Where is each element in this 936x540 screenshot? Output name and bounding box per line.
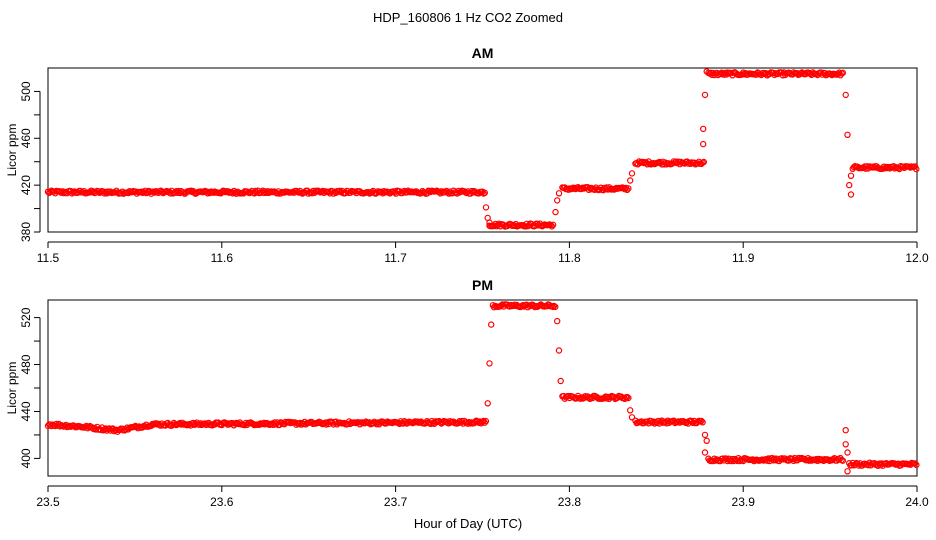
transition-point xyxy=(844,468,851,475)
transition-point xyxy=(842,427,849,434)
transition-point xyxy=(847,172,855,179)
data-point xyxy=(624,393,631,401)
data-point xyxy=(913,461,920,469)
transition-point xyxy=(557,377,564,385)
plot-frame xyxy=(47,299,918,477)
y-axis-label: Licor ppm xyxy=(5,362,19,415)
data-point xyxy=(913,165,920,173)
data-point xyxy=(549,221,557,228)
x-tick-label: 12.0 xyxy=(905,251,929,265)
am-panel: AM Licor ppm 11.5 11.6 11.7 11.8 11.9 12.0 380 42… xyxy=(5,45,929,265)
transition-point xyxy=(703,437,710,444)
x-tick-label: 23.5 xyxy=(36,495,60,509)
transition-point xyxy=(842,91,849,99)
x-tick-label: 11.8 xyxy=(558,251,581,265)
y-tick-label: 420 xyxy=(19,175,33,195)
x-tick-label: 23.6 xyxy=(210,495,234,509)
transition-point xyxy=(842,441,849,448)
transition-point xyxy=(701,431,709,439)
y-tick-label: 380 xyxy=(19,222,33,242)
transition-point xyxy=(844,449,851,456)
transition-point xyxy=(627,407,634,414)
panel-title: AM xyxy=(472,45,494,61)
y-axis-label: Licor ppm xyxy=(5,124,19,177)
data-points xyxy=(44,68,920,230)
transition-point xyxy=(628,170,636,177)
transition-point xyxy=(554,197,561,204)
x-tick-label: 11.9 xyxy=(732,251,755,265)
x-tick-label: 23.8 xyxy=(558,495,582,509)
data-point xyxy=(699,419,706,426)
data-point xyxy=(550,302,558,310)
transition-point xyxy=(844,131,851,138)
transition-point xyxy=(554,317,561,325)
data-point xyxy=(549,303,557,311)
x-tick-label: 11.7 xyxy=(384,251,407,265)
data-points xyxy=(44,301,920,475)
x-tick-label: 23.7 xyxy=(384,495,408,509)
panel-title: PM xyxy=(472,277,493,293)
y-tick-label: 400 xyxy=(19,448,33,468)
transition-point xyxy=(703,68,710,75)
transition-point xyxy=(486,360,493,367)
transition-point xyxy=(701,449,709,456)
transition-point xyxy=(628,414,636,421)
transition-point xyxy=(486,219,493,226)
data-point xyxy=(547,221,554,229)
data-point xyxy=(912,460,919,467)
data-point xyxy=(700,158,708,166)
x-tick-label: 11.5 xyxy=(37,251,60,265)
data-point xyxy=(577,395,584,402)
y-tick-label: 460 xyxy=(19,128,33,148)
y-tick-label: 480 xyxy=(19,354,33,374)
data-point xyxy=(625,394,632,402)
transition-point xyxy=(484,400,491,407)
data-point xyxy=(639,158,646,166)
data-point xyxy=(698,417,705,425)
x-tick-label: 11.6 xyxy=(211,251,234,265)
transition-point xyxy=(482,204,490,211)
transition-point xyxy=(700,125,707,133)
transition-point xyxy=(847,191,855,198)
transition-point xyxy=(488,321,495,328)
y-tick-label: 520 xyxy=(19,307,33,327)
transition-point xyxy=(846,181,853,189)
data-point xyxy=(582,393,589,400)
data-point xyxy=(624,186,631,194)
transition-point xyxy=(552,208,559,216)
transition-point xyxy=(555,190,563,197)
transition-point xyxy=(627,177,634,184)
data-point xyxy=(839,457,847,464)
x-tick-label: 24.0 xyxy=(905,495,929,509)
data-point xyxy=(839,69,847,77)
transition-point xyxy=(555,347,563,354)
figure-title: HDP_160806 1 Hz CO2 Zoomed xyxy=(373,10,563,25)
plot-frame xyxy=(47,67,918,233)
y-tick-label: 440 xyxy=(19,401,33,421)
x-tick-label: 23.9 xyxy=(732,495,756,509)
data-point xyxy=(625,185,632,192)
data-point xyxy=(481,189,488,196)
transition-point xyxy=(701,91,709,99)
pm-panel: PM Licor ppm 23.5 23.6 23.7 23.8 23.9 24.0 400 44… xyxy=(5,277,929,509)
data-point xyxy=(836,456,843,463)
transition-point xyxy=(700,140,707,148)
y-tick-label: 500 xyxy=(19,81,33,101)
x-axis-label: Hour of Day (UTC) xyxy=(414,516,522,531)
data-point xyxy=(482,417,490,425)
data-point xyxy=(552,303,559,311)
